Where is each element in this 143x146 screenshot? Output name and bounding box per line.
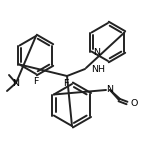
Text: O: O: [130, 99, 138, 107]
Text: N: N: [107, 86, 114, 94]
Text: NH: NH: [91, 66, 105, 74]
Text: F: F: [33, 77, 39, 86]
Text: F: F: [63, 80, 69, 88]
Text: N: N: [93, 48, 100, 57]
Text: N: N: [12, 79, 19, 87]
